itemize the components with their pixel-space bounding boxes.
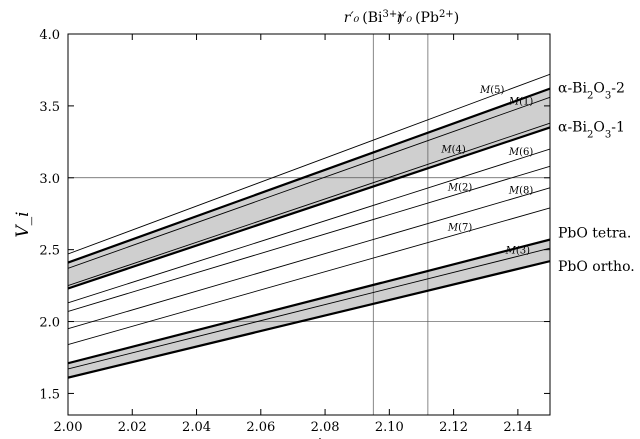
inline-label-m6-part: M	[508, 147, 520, 158]
end-label-pbt-part: PbO tetra.	[558, 226, 631, 242]
series-line-m5	[68, 73, 550, 255]
x-tick-label: 2.06	[246, 420, 275, 435]
end-label-bi2-part: α-Bi	[558, 81, 587, 97]
series-line-m2	[68, 165, 550, 312]
x-tick-label: 2.14	[503, 420, 532, 435]
y-tick-label: 1.5	[39, 387, 60, 402]
ref-label-ion: (Bi	[362, 10, 383, 26]
series-line-m1	[68, 96, 550, 269]
inline-label-m5-part: M	[479, 85, 491, 96]
ref-label-sup: 3+	[383, 9, 398, 20]
plot-frame	[67, 33, 551, 416]
inline-label-m8-part: M	[508, 185, 520, 196]
series-line-m7	[68, 207, 550, 345]
series-line-pbt	[68, 238, 550, 365]
end-label-bi2-part: O	[593, 81, 604, 97]
inline-label-m6-part: (6)	[519, 147, 533, 158]
x-tick-label: 2.04	[182, 420, 211, 435]
series-line-m3	[68, 247, 550, 370]
y-tick-label: 3.0	[39, 172, 60, 187]
y-axis-label-group: V_i	[13, 211, 33, 237]
ref-label-main: r′₀	[397, 10, 413, 26]
x-axis-label: r′₀	[311, 437, 327, 439]
x-tick-label: 2.08	[311, 420, 340, 435]
series-line-m6	[68, 148, 550, 304]
end-label-pbo: PbO ortho.	[558, 259, 635, 275]
y-tick-label: 3.5	[39, 100, 60, 115]
inline-label-m4: M(4)	[440, 145, 466, 156]
inline-label-m3: M(3)	[505, 245, 531, 256]
end-label-bi1-part: O	[593, 119, 604, 135]
ref-label-sup: 2+	[439, 9, 454, 20]
inline-label-m5: M(5)	[479, 85, 505, 96]
y-tick-label: 2.0	[39, 316, 60, 331]
ref-label-main: r′₀	[344, 10, 360, 26]
x-tick-label: 2.12	[439, 420, 468, 435]
end-label-bi2-part: 2	[587, 90, 593, 101]
inline-label-m1-part: M	[508, 97, 520, 108]
end-label-pbt: PbO tetra.	[558, 226, 631, 242]
y-axis-label: V_i	[13, 211, 33, 237]
shaded-band-0	[68, 88, 550, 289]
series-line-m8	[68, 187, 550, 330]
series-line-pbo	[68, 260, 550, 379]
inline-label-m4-part: M	[440, 145, 452, 156]
inline-label-m2-part: (2)	[458, 182, 472, 193]
end-label-bi1-part: -1	[611, 119, 625, 135]
y-tick-label: 4.0	[39, 28, 60, 43]
inline-label-m7-part: (7)	[458, 222, 472, 233]
end-label-bi1: α-Bi2O3-1	[558, 119, 625, 140]
reference-line-label-2: r′₀ (Bi3+)	[344, 9, 403, 27]
inline-label-m3-part: M	[505, 245, 517, 256]
y-tick-label: 2.5	[39, 244, 60, 259]
inline-label-m3-part: (3)	[516, 245, 530, 256]
inline-label-m6: M(6)	[508, 147, 534, 158]
inline-label-m7-part: M	[447, 222, 459, 233]
plot-area	[68, 34, 550, 415]
series-line-bi1	[68, 126, 550, 290]
series-line-bi2	[68, 87, 550, 264]
ref-label-close: )	[397, 10, 402, 26]
ref-label-close: )	[454, 10, 459, 26]
x-tick-label: 2.02	[118, 420, 147, 435]
x-tick-label: 2.10	[375, 420, 404, 435]
ref-label-ion: (Pb	[415, 10, 439, 26]
series-line-m4	[68, 122, 550, 287]
end-label-pbo-part: PbO ortho.	[558, 259, 635, 275]
inline-label-m8-part: (8)	[519, 185, 533, 196]
inline-label-m5-part: (5)	[490, 85, 504, 96]
end-label-bi1-part: 2	[587, 129, 593, 140]
inline-label-m8: M(8)	[508, 185, 534, 196]
inline-label-m7: M(7)	[447, 222, 473, 233]
inline-label-m2: M(2)	[447, 182, 473, 193]
end-label-bi2: α-Bi2O3-2	[558, 81, 625, 102]
x-tick-label: 2.00	[54, 420, 83, 435]
reference-line-label-3: r′₀ (Pb2+)	[397, 9, 460, 27]
end-label-bi1-part: 3	[605, 129, 611, 140]
inline-label-m1: M(1)	[508, 97, 534, 108]
inline-label-m2-part: M	[447, 182, 459, 193]
end-label-bi2-part: -2	[611, 81, 625, 97]
inline-label-m1-part: (1)	[519, 97, 533, 108]
inline-label-m4-part: (4)	[452, 145, 466, 156]
end-label-bi2-part: 3	[605, 90, 611, 101]
end-label-bi1-part: α-Bi	[558, 119, 587, 135]
